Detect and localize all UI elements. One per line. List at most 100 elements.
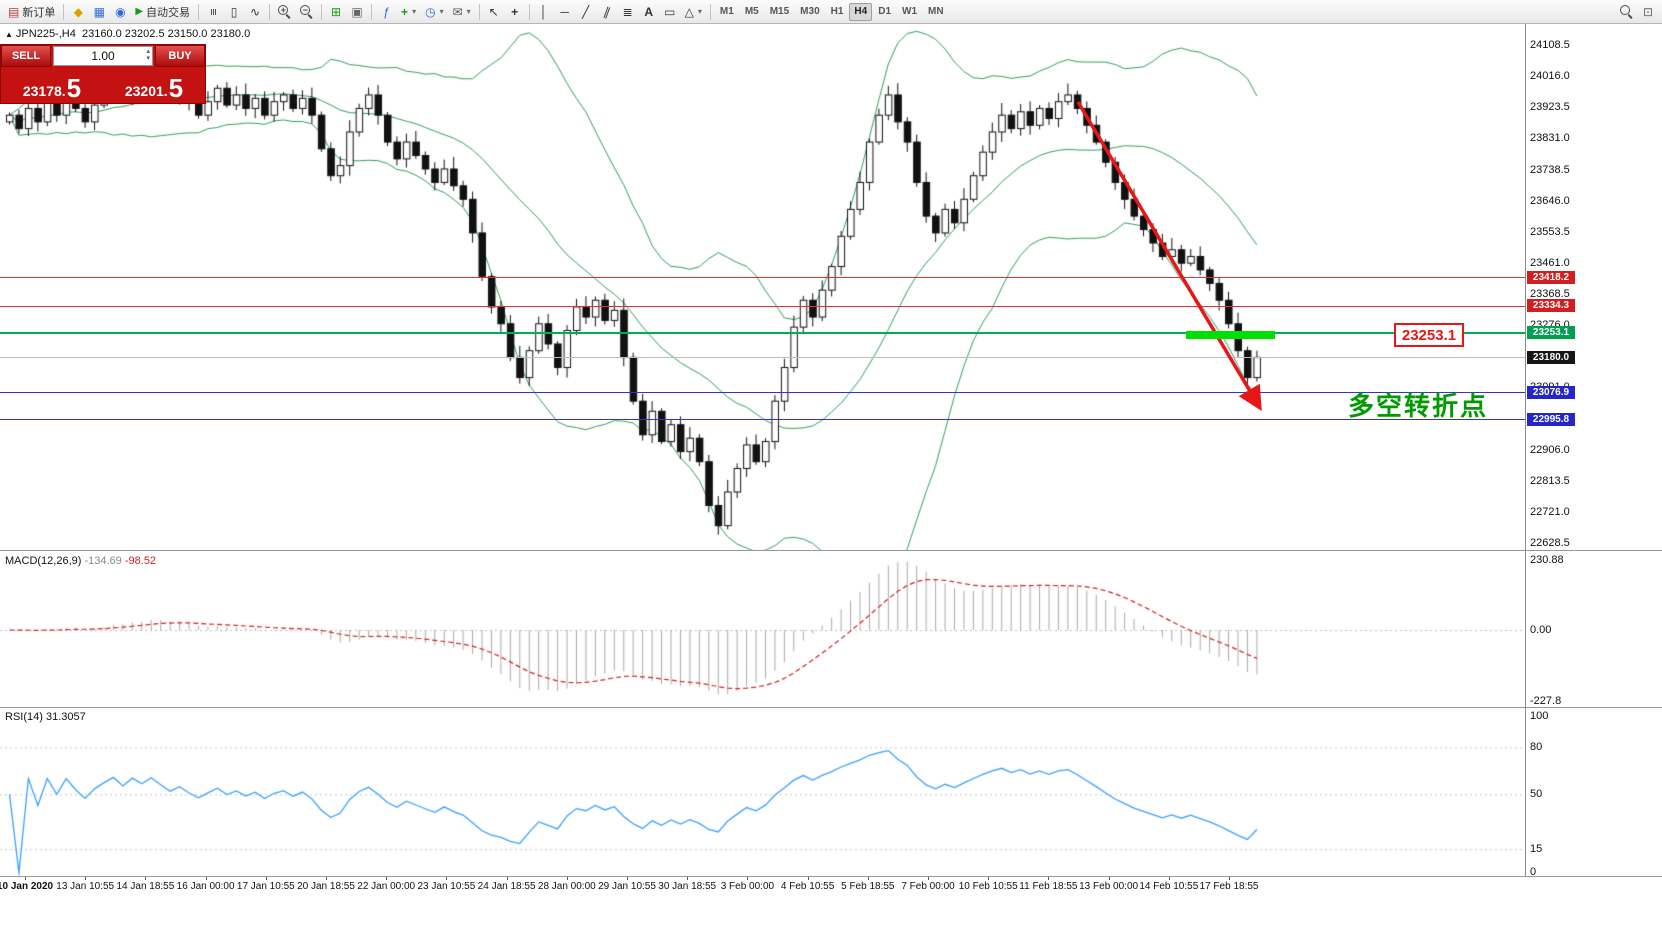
timeframe-mn-button[interactable]: MN — [923, 3, 949, 21]
period-button[interactable]: ◷ ▾ — [421, 2, 448, 22]
search-button[interactable] — [1616, 2, 1637, 22]
time-axis-tick — [386, 877, 388, 880]
level-line-23253.1[interactable] — [0, 332, 1525, 335]
window-icon: ▲ — [5, 30, 13, 39]
bar-chart-mode-button[interactable]: ≡ — [203, 2, 223, 22]
pane-separator[interactable] — [0, 707, 1662, 708]
expand-window-button[interactable]: ⊡ — [1638, 2, 1658, 22]
time-axis-tick — [85, 877, 87, 880]
ohlc-high: 23202.5 — [124, 28, 165, 40]
main-chart-canvas[interactable] — [0, 24, 1525, 551]
indicators-button[interactable]: ƒ — [376, 2, 396, 22]
zoom-out-button[interactable]: − — [296, 2, 317, 22]
fibonacci-tool-button[interactable]: ≣ — [618, 2, 638, 22]
timeframe-h1-button[interactable]: H1 — [826, 3, 849, 21]
timeframe-w1-button[interactable]: W1 — [897, 3, 922, 21]
spin-down-icon[interactable]: ▾ — [146, 55, 150, 62]
ohlc-close: 23180.0 — [210, 28, 251, 40]
price-axis-border — [1525, 24, 1526, 876]
crosshair-icon: + — [511, 4, 519, 19]
timeframe-d1-button[interactable]: D1 — [873, 3, 896, 21]
time-axis-tick — [1048, 877, 1050, 880]
time-axis-label: 5 Feb 18:55 — [841, 881, 895, 892]
tile-windows-button[interactable]: ⊞ — [326, 2, 346, 22]
rsi-indicator-canvas[interactable] — [0, 708, 1525, 876]
autotrading-button[interactable]: ▶ 自动交易 — [131, 2, 194, 22]
macd-signal-value: -98.52 — [124, 555, 157, 567]
time-axis-tick — [205, 877, 207, 880]
trendline-icon: ╱ — [582, 4, 590, 19]
label-tool-button[interactable]: ▭ — [660, 2, 680, 22]
level-price-badge: 23253.1 — [1527, 326, 1575, 340]
templates-button[interactable]: ✉ ▾ — [449, 2, 475, 22]
rsi-header: RSI(14) 31.3057 — [5, 711, 86, 723]
level-price-badge: 22995.8 — [1527, 412, 1575, 426]
volume-stepper[interactable]: 1.00 ▴ ▾ — [53, 46, 153, 66]
timeframe-h4-button[interactable]: H4 — [849, 2, 873, 21]
level-price-badge: 23180.0 — [1527, 350, 1575, 364]
text-tool-button[interactable]: A — [639, 2, 659, 22]
zoom-in-button[interactable]: + — [274, 2, 295, 22]
add-indicator-button[interactable]: + ▾ — [397, 2, 420, 22]
sell-price-button[interactable]: 23178. 5 — [1, 67, 103, 103]
macd-indicator-canvas[interactable] — [0, 551, 1525, 707]
metaeditor-button[interactable]: ◆ — [68, 2, 88, 22]
vertical-line-tool-button[interactable]: │ — [534, 2, 554, 22]
time-axis-label: 3 Feb 00:00 — [720, 881, 775, 892]
price-axis-tick: 22721.0 — [1530, 505, 1570, 518]
macd-scale-zero: 0.00 — [1530, 624, 1552, 636]
toolbar-separator — [709, 3, 711, 20]
rsi-scale-80: 80 — [1530, 741, 1543, 753]
rsi-scale-50: 50 — [1530, 788, 1543, 800]
indicators-icon: ƒ — [382, 4, 390, 19]
crosshair-tool-button[interactable]: + — [505, 2, 525, 22]
market-watch-button[interactable]: ▦ — [89, 2, 109, 22]
level-line-23418.2[interactable] — [0, 277, 1525, 279]
price-callout-box[interactable]: 23253.1 — [1394, 323, 1464, 347]
volume-value: 1.00 — [91, 49, 115, 63]
timeframe-m15-button[interactable]: M15 — [765, 3, 794, 21]
cascade-windows-button[interactable]: ▣ — [347, 2, 367, 22]
support-zone-highlight[interactable] — [1186, 331, 1275, 339]
level-line-23180.0[interactable] — [0, 357, 1525, 359]
time-axis-label: 14 Jan 18:55 — [116, 881, 175, 892]
buy-button[interactable]: BUY — [155, 45, 205, 67]
rsi-scale-0: 0 — [1530, 866, 1537, 878]
line-chart-mode-button[interactable]: ∿ — [245, 2, 265, 22]
timeframe-m1-button[interactable]: M1 — [715, 3, 739, 21]
spin-up-icon[interactable]: ▴ — [146, 48, 150, 55]
symbol-name: JPN225-,H4 — [15, 28, 76, 40]
toolbar-separator — [269, 3, 271, 20]
trendline-tool-button[interactable]: ╱ — [576, 2, 596, 22]
timeframe-m30-button[interactable]: M30 — [795, 3, 824, 21]
candlestick-icon: ▯ — [230, 4, 238, 19]
price-axis-tick: 23831.0 — [1530, 132, 1570, 145]
pane-separator[interactable] — [0, 550, 1662, 551]
level-line-22995.8[interactable] — [0, 419, 1525, 421]
turning-point-annotation[interactable]: 多空转折点 — [1348, 391, 1489, 421]
horizontal-line-tool-button[interactable]: ─ — [555, 2, 575, 22]
time-axis-tick — [747, 877, 749, 880]
cursor-tool-button[interactable]: ↖ — [484, 2, 504, 22]
ohlc-open: 23160.0 — [81, 28, 122, 40]
shapes-tool-button[interactable]: △ ▾ — [681, 2, 706, 22]
level-price-badge: 23076.9 — [1527, 385, 1575, 399]
level-price-badge: 23418.2 — [1527, 270, 1575, 284]
timeframe-m5-button[interactable]: M5 — [740, 3, 764, 21]
macd-label: MACD(12,26,9) — [5, 555, 82, 567]
search-icon — [1620, 5, 1633, 18]
new-order-label: 新订单 — [22, 6, 56, 19]
level-line-23076.9[interactable] — [0, 392, 1525, 394]
channel-tool-button[interactable]: ∥ — [597, 2, 617, 22]
community-button[interactable]: ◉ — [110, 2, 130, 22]
time-axis-label: 16 Jan 00:00 — [176, 881, 235, 892]
sell-button[interactable]: SELL — [1, 45, 51, 67]
tile-windows-icon: ⊞ — [331, 4, 342, 19]
level-line-23334.3[interactable] — [0, 305, 1525, 307]
buy-price-button[interactable]: 23201. 5 — [103, 67, 205, 103]
add-indicator-icon: + — [401, 4, 409, 19]
candlestick-mode-button[interactable]: ▯ — [224, 2, 244, 22]
new-order-button[interactable]: ▤ 新订单 — [4, 2, 59, 22]
volume-spin-buttons[interactable]: ▴ ▾ — [146, 48, 150, 62]
